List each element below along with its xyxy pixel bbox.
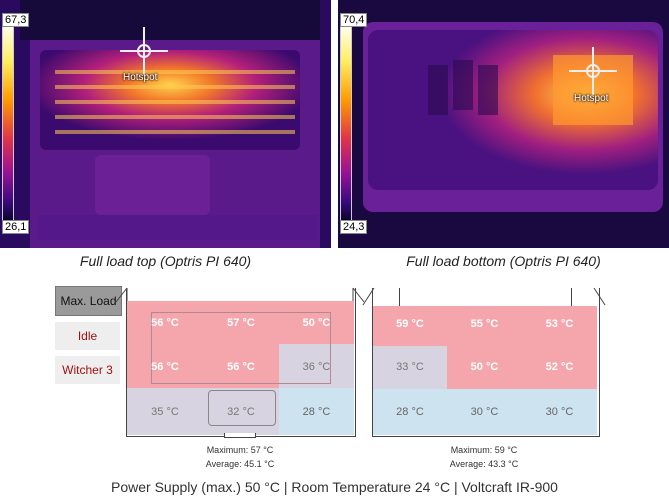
temp-cell: 33 °C <box>396 361 424 373</box>
average-label: Average: 43.3 °C <box>449 459 519 469</box>
temp-cell: 32 °C <box>227 406 255 418</box>
thermal-image-top: 67,3 26,1 Hotspot <box>0 0 331 248</box>
temp-cell: 55 °C <box>470 318 499 330</box>
stats-top: Maximum: 57 °C Average: 45.1 °C <box>140 443 340 471</box>
hotspot-label: Hotspot <box>574 93 609 104</box>
min-temp-label: 24,3 <box>340 220 368 234</box>
hotspot-label: Hotspot <box>123 72 158 83</box>
average-label: Average: 45.1 °C <box>205 459 275 469</box>
tab-max-load[interactable]: Max. Load <box>55 286 122 316</box>
temp-cell: 53 °C <box>545 318 574 330</box>
color-scale <box>340 25 352 222</box>
stats-bottom: Maximum: 59 °C Average: 43.3 °C <box>384 443 584 471</box>
temp-cell: 59 °C <box>396 318 424 330</box>
crosshair-icon <box>120 27 168 75</box>
maximum-label: Maximum: 59 °C <box>450 445 518 455</box>
caption-bottom: Full load bottom (Optris PI 640) <box>406 253 601 269</box>
temp-cell: 52 °C <box>545 361 574 373</box>
crosshair-icon <box>569 47 617 95</box>
temp-cell: 28 °C <box>396 406 424 418</box>
laptop-bottom-frame <box>372 288 600 437</box>
hinge-outline <box>399 288 572 307</box>
min-temp-label: 26,1 <box>2 220 30 234</box>
temp-cell: 30 °C <box>470 406 499 418</box>
tab-witcher-3[interactable]: Witcher 3 <box>55 356 120 384</box>
tab-idle[interactable]: Idle <box>55 322 120 350</box>
thermal-picture-bottom <box>338 0 669 248</box>
thermal-image-bottom: 70,4 24,3 Hotspot <box>338 0 669 248</box>
caption-top: Full load top (Optris PI 640) <box>79 253 252 269</box>
footer-info: Power Supply (max.) 50 °C | Room Tempera… <box>111 479 558 495</box>
maximum-label: Maximum: 57 °C <box>206 445 274 455</box>
temp-cell: 35 °C <box>151 406 179 418</box>
max-temp-label: 67,3 <box>2 13 30 27</box>
temp-cell: 30 °C <box>545 406 574 418</box>
temp-cell: 50 °C <box>470 361 499 373</box>
temp-cell: 56 °C <box>227 361 255 373</box>
laptop-top-outline <box>115 287 365 303</box>
temp-cell: 56 °C <box>151 361 179 373</box>
color-scale <box>2 25 14 222</box>
touchpad-outline <box>208 390 276 426</box>
temp-cell: 36 °C <box>302 361 331 373</box>
temp-cell: 56 °C <box>151 317 179 329</box>
temp-cell: 57 °C <box>227 317 255 329</box>
max-temp-label: 70,4 <box>340 13 368 27</box>
temp-cell: 50 °C <box>302 317 331 329</box>
keyboard-outline <box>151 312 331 384</box>
thermal-picture-top <box>0 0 331 248</box>
temp-cell: 28 °C <box>302 406 331 418</box>
